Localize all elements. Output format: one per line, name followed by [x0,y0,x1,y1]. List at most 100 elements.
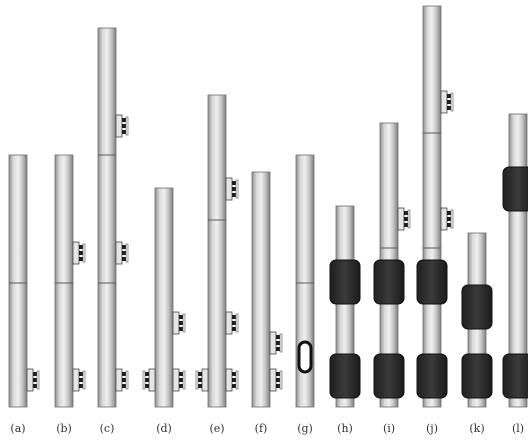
clamp-bolt [79,372,83,376]
clamp-bolt [179,321,183,325]
clamp-bolt [145,372,149,376]
clamp-flange [235,179,239,199]
clamp-bolt [122,251,126,255]
clamp-plate [172,368,180,392]
clamp-bolt [122,245,126,249]
block-clamp [416,353,448,399]
clamp-bolt [447,217,451,221]
clamp-bolt [122,384,126,388]
clamp-bolt [276,335,280,339]
small-clamp [225,177,239,201]
clamp-bolt [122,372,126,376]
clamp-bolt [447,94,451,98]
clamp-bolt [179,384,183,388]
clamp-flange [450,92,454,112]
clamp-flange [36,370,40,390]
clamp-plate [115,368,123,392]
clamp-bolt [232,378,236,382]
small-clamp [115,114,129,138]
clamp-bolt [79,257,83,261]
block-clamp [329,259,361,305]
clamp-bolt [447,106,451,110]
small-clamp [72,368,86,392]
panel-c: (c) [97,27,129,435]
block-clamp [461,284,493,330]
clamp-flange [279,333,283,353]
panel-label: (l) [512,422,524,435]
block-clamp [373,353,405,399]
block-clamp [502,353,528,399]
clamp-bolt [232,181,236,185]
clamp-bolt [122,130,126,134]
clamp-bolt [179,315,183,319]
panel-label: (j) [426,422,438,435]
clamp-bolt [198,372,202,376]
clamp-bolt [33,378,37,382]
pipe [251,171,271,408]
panel-f: (f) [251,171,283,435]
panel-g: (g) [295,154,315,435]
clamp-plate [440,90,448,114]
clamp-bolt [79,245,83,249]
panel-b: (b) [54,154,86,435]
clamp-bolt [33,384,37,388]
clamp-bolt [232,327,236,331]
block-clamp [373,259,405,305]
clamp-plate [115,114,123,138]
clamp-bolt [447,223,451,227]
clamp-bolt [179,378,183,382]
clamp-bolt [404,217,408,221]
pipe [154,187,174,408]
small-clamp [440,90,454,114]
pipe [97,27,117,408]
clamp-plate [269,331,277,355]
pipe [8,154,28,408]
clamp-bolt [276,378,280,382]
clamp-flange [82,243,86,263]
clamp-flange [407,209,411,229]
panel-d: (d) [142,187,186,435]
small-clamp [142,368,156,392]
clamp-bolt [79,378,83,382]
clamp-flange [450,209,454,229]
small-clamp [397,207,411,231]
panel-label: (b) [56,422,72,435]
clamp-bolt [122,378,126,382]
panel-a: (a) [8,154,40,435]
clamp-flange [125,370,129,390]
clamp-bolt [232,321,236,325]
panel-j: (j) [416,5,454,435]
clamp-bolt [179,327,183,331]
clamp-bolt [122,118,126,122]
panel-label: (d) [156,422,172,435]
clamp-flange [82,370,86,390]
panel-label: (f) [255,422,268,435]
panel-label: (e) [209,422,224,435]
panel-e: (e) [195,94,239,435]
clamp-bolt [198,384,202,388]
clamp-bolt [232,187,236,191]
small-clamp [269,331,283,355]
block-clamp [416,259,448,305]
small-clamp [72,241,86,265]
clamp-bolt [198,378,202,382]
clamp-bolt [232,315,236,319]
internal-ring [297,340,313,374]
clamp-flange [125,116,129,136]
clamp-bolt [79,251,83,255]
clamp-plate [397,207,405,231]
panel-label: (c) [100,422,115,435]
pipe [207,94,227,408]
clamp-flange [125,243,129,263]
small-clamp [26,368,40,392]
clamp-bolt [232,193,236,197]
clamp-flange [182,370,186,390]
clamp-bolt [179,372,183,376]
block-clamp [502,166,528,212]
panel-label: (a) [10,422,25,435]
clamp-bolt [122,257,126,261]
small-clamp [115,241,129,265]
clamp-plate [72,241,80,265]
clamp-bolt [276,341,280,345]
clamp-bolt [232,384,236,388]
